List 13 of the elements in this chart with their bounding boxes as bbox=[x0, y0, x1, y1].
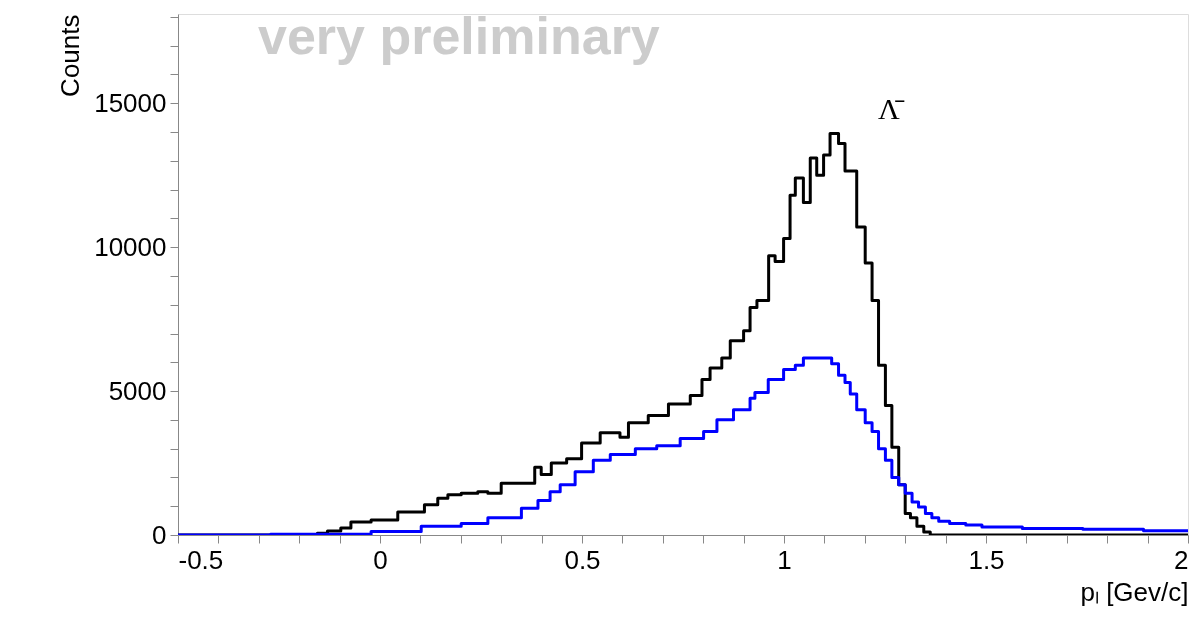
x-tick-label: 0.5 bbox=[564, 544, 601, 575]
x-tick-label: 2 bbox=[1174, 544, 1189, 575]
x-tick-label: 0 bbox=[373, 544, 388, 575]
y-tick-label: 15000 bbox=[94, 87, 167, 118]
x-tick-label: -0.5 bbox=[178, 544, 224, 575]
y-tick-label: 5000 bbox=[108, 375, 167, 406]
annotation: Λ̄ bbox=[878, 92, 905, 125]
y-tick-label: 10000 bbox=[94, 231, 167, 262]
x-tick-label: 1.5 bbox=[968, 544, 1005, 575]
x-axis-title: pₗ [Gev/c] bbox=[1080, 576, 1189, 607]
y-tick-label: 0 bbox=[152, 519, 167, 550]
x-tick-label: 1 bbox=[777, 544, 792, 575]
y-axis-title: Counts bbox=[55, 14, 86, 97]
